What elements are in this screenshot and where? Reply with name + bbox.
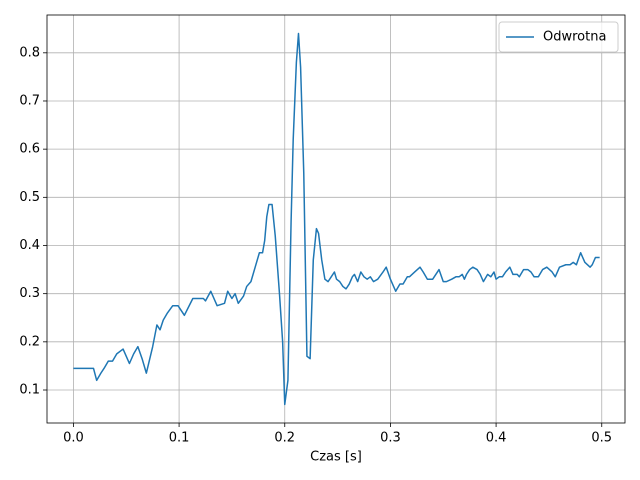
x-tick-label: 0.5 [591, 431, 612, 446]
x-axis-label: Czas [s] [310, 450, 362, 465]
legend-box [498, 21, 619, 53]
y-tick-label: 0.8 [19, 45, 40, 60]
axes-frame [46, 14, 626, 424]
y-tick-label: 0.3 [19, 286, 40, 301]
y-tick-label: 0.1 [19, 383, 40, 398]
x-tick-label: 0.2 [274, 431, 295, 446]
x-tick-label: 0.1 [169, 431, 190, 446]
y-tick-label: 0.6 [19, 142, 40, 157]
x-tick-label: 0.0 [63, 431, 84, 446]
y-tick-label: 0.2 [19, 334, 40, 349]
legend-label: Odwrotna [543, 30, 606, 45]
y-tick-label: 0.5 [19, 190, 40, 205]
x-tick-label: 0.3 [380, 431, 401, 446]
y-tick-label: 0.4 [19, 238, 40, 253]
x-tick-label: 0.4 [486, 431, 507, 446]
y-tick-label: 0.7 [19, 93, 40, 108]
line-series [73, 32, 600, 406]
